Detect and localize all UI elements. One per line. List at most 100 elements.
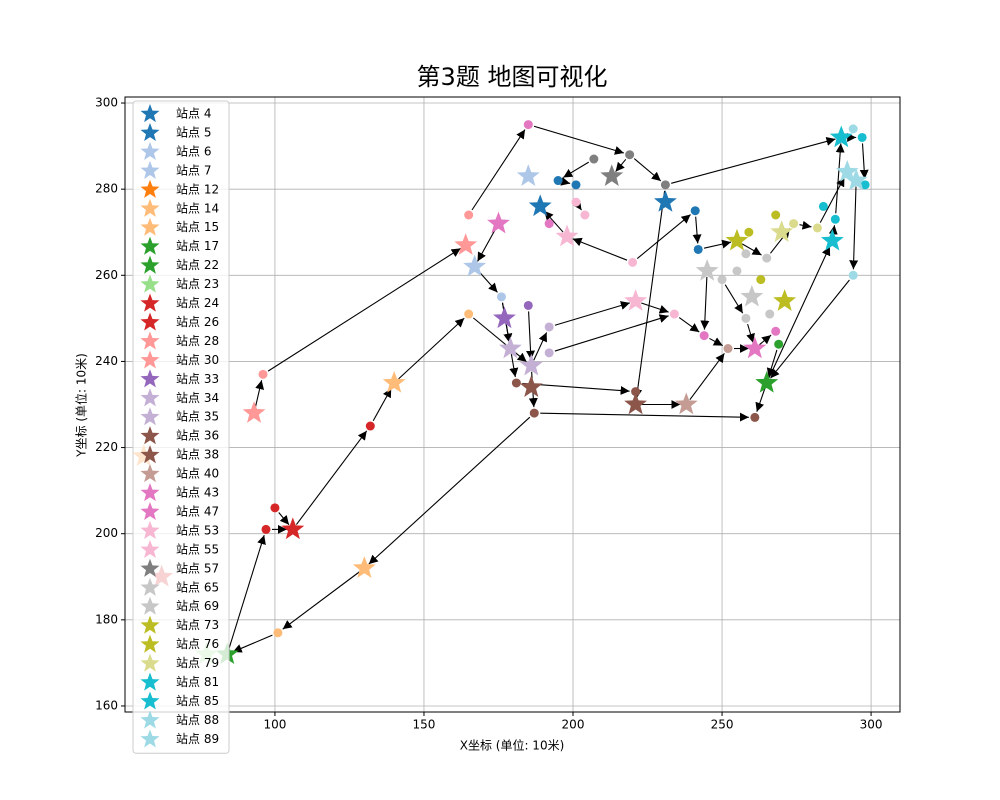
node-point bbox=[789, 219, 799, 229]
station-star bbox=[770, 220, 794, 242]
route-arrow bbox=[398, 317, 465, 380]
route-arrow bbox=[755, 388, 766, 412]
station-star bbox=[743, 336, 767, 359]
legend-label: 站点 35 bbox=[176, 410, 219, 424]
route-arrow bbox=[770, 279, 850, 379]
route-arrow bbox=[746, 323, 755, 343]
edges bbox=[228, 125, 869, 653]
node-point bbox=[660, 180, 670, 190]
node-point bbox=[741, 313, 751, 323]
legend-label: 站点 40 bbox=[176, 467, 219, 481]
node-point bbox=[496, 292, 506, 302]
route-arrow bbox=[228, 534, 266, 649]
legend-marker bbox=[140, 634, 160, 653]
nodes bbox=[258, 120, 870, 638]
node-point bbox=[669, 309, 679, 319]
route-arrow bbox=[372, 387, 392, 422]
station-star bbox=[773, 289, 797, 311]
station-star bbox=[516, 164, 540, 186]
node-point bbox=[544, 322, 554, 332]
legend-marker bbox=[140, 483, 160, 502]
legend-marker bbox=[140, 596, 160, 615]
grid: 100 150 200 250 300 160 180 200 220 240 260 280 300 bbox=[95, 96, 900, 732]
route-arrow bbox=[703, 239, 732, 249]
node-point bbox=[464, 309, 474, 319]
node-point bbox=[529, 408, 539, 418]
station-star bbox=[352, 556, 376, 578]
y-tick-label: 280 bbox=[95, 182, 118, 196]
x-tick-label: 200 bbox=[562, 718, 585, 732]
y-tick-label: 160 bbox=[95, 698, 118, 712]
legend-marker bbox=[140, 104, 160, 123]
route-arrow bbox=[368, 416, 531, 565]
station-star bbox=[454, 233, 478, 255]
legend-label: 站点 65 bbox=[176, 580, 219, 594]
legend-label: 站点 73 bbox=[176, 618, 219, 632]
route-arrow bbox=[543, 210, 564, 233]
legend-marker bbox=[140, 198, 160, 217]
legend-marker bbox=[140, 691, 160, 710]
route-arrow bbox=[267, 247, 461, 372]
legend-marker bbox=[140, 274, 160, 293]
legend-label: 站点 69 bbox=[176, 599, 219, 613]
legend-label: 站点 38 bbox=[176, 448, 219, 462]
y-tick-label: 220 bbox=[95, 440, 118, 454]
node-point bbox=[699, 331, 709, 341]
station-star bbox=[695, 258, 719, 281]
route-arrow bbox=[471, 129, 526, 211]
legend-label: 站点 6 bbox=[176, 144, 211, 158]
legend-marker bbox=[140, 369, 160, 388]
route-arrow bbox=[526, 311, 536, 360]
station-star bbox=[820, 228, 844, 251]
legend-label: 站点 34 bbox=[176, 391, 219, 405]
node-point bbox=[511, 378, 521, 388]
legend-label: 站点 28 bbox=[176, 334, 219, 348]
node-point bbox=[848, 270, 858, 280]
legend-marker bbox=[140, 179, 160, 198]
station-star bbox=[493, 306, 516, 329]
legend-label: 站点 79 bbox=[176, 656, 219, 670]
legend-label: 站点 30 bbox=[176, 353, 219, 367]
route-arrow bbox=[819, 176, 845, 223]
route-arrow bbox=[554, 301, 631, 326]
route-arrow bbox=[689, 352, 725, 401]
route-arrow bbox=[254, 380, 265, 408]
legend-marker bbox=[140, 445, 160, 464]
station-star bbox=[281, 517, 305, 540]
legend-marker bbox=[140, 255, 160, 274]
node-point bbox=[732, 266, 742, 276]
legend-marker bbox=[140, 615, 160, 634]
node-point bbox=[830, 214, 840, 224]
node-point bbox=[628, 257, 638, 267]
legend-marker bbox=[140, 501, 160, 521]
station-star bbox=[555, 224, 579, 247]
route-arrow bbox=[709, 337, 723, 347]
node-point bbox=[762, 253, 772, 263]
route-arrow bbox=[766, 349, 778, 378]
route-arrow bbox=[533, 332, 548, 361]
legend-label: 站点 76 bbox=[176, 637, 219, 651]
route-arrow bbox=[572, 200, 582, 211]
station-star bbox=[528, 194, 552, 217]
legend-label: 站点 12 bbox=[176, 182, 219, 196]
route-arrow bbox=[295, 430, 368, 525]
node-point bbox=[571, 197, 581, 207]
node-point bbox=[693, 244, 703, 254]
legend-label: 站点 88 bbox=[176, 713, 219, 727]
legend-label: 站点 57 bbox=[176, 561, 219, 575]
legend-marker bbox=[140, 577, 160, 596]
station-star bbox=[519, 353, 543, 376]
node-point bbox=[553, 176, 563, 186]
node-point bbox=[765, 309, 775, 319]
legend-label: 站点 47 bbox=[176, 504, 219, 518]
route-arrow bbox=[641, 302, 669, 314]
station-star bbox=[654, 190, 677, 212]
x-tick-label: 150 bbox=[413, 718, 436, 732]
node-point bbox=[580, 210, 590, 220]
legend-marker bbox=[140, 539, 160, 558]
legend: 站点 4 站点 5 站点 6 站点 7 站点 12 站点 14 站点 15 站点 17 站点 2… bbox=[132, 100, 230, 754]
legend-marker bbox=[140, 217, 160, 236]
node-point bbox=[571, 180, 581, 190]
station-star bbox=[600, 164, 624, 186]
